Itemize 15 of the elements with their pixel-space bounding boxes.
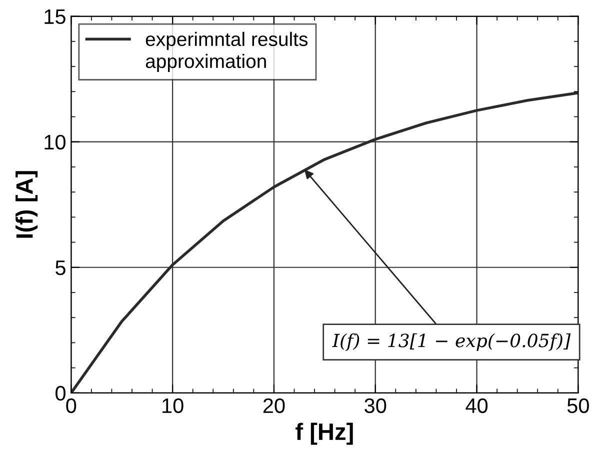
text: approximation [146,54,266,72]
annotation: I(f) = 13[1 − exp(−0.05f)] [332,333,571,351]
y-tick-label: 15 [44,9,66,24]
y-tick-label: 0 [56,386,66,401]
x-tick-label: 20 [263,398,285,414]
y-axis-title: I(f) [A] [16,171,38,238]
x-axis-title: f [Hz] [296,422,353,445]
x-tick-label: 30 [364,398,386,414]
y-tick-label: 10 [44,134,66,150]
x-tick-label: 0 [66,398,76,414]
legend-label: experimntal results [146,32,308,50]
x-tick-label: 50 [567,398,589,414]
x-tick-label: 10 [162,398,184,414]
x-tick-label: 40 [466,398,488,414]
y-tick-label: 5 [56,260,66,276]
